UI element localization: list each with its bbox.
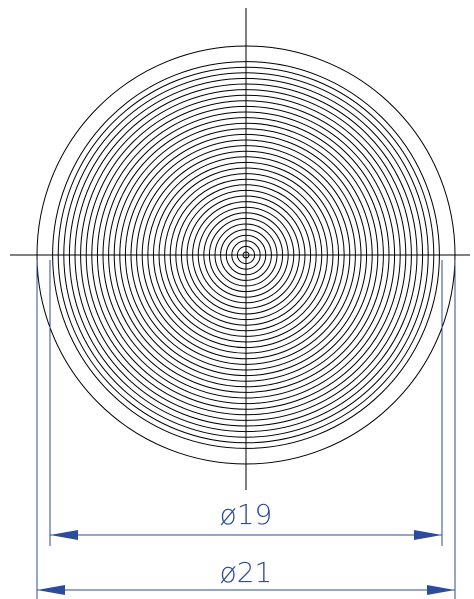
dimension-label: ø19	[220, 498, 273, 531]
arrowhead	[50, 530, 78, 540]
arrowhead	[427, 585, 455, 595]
arrowhead	[37, 585, 65, 595]
dimension-label: ø21	[220, 556, 273, 589]
arrowhead	[414, 530, 442, 540]
